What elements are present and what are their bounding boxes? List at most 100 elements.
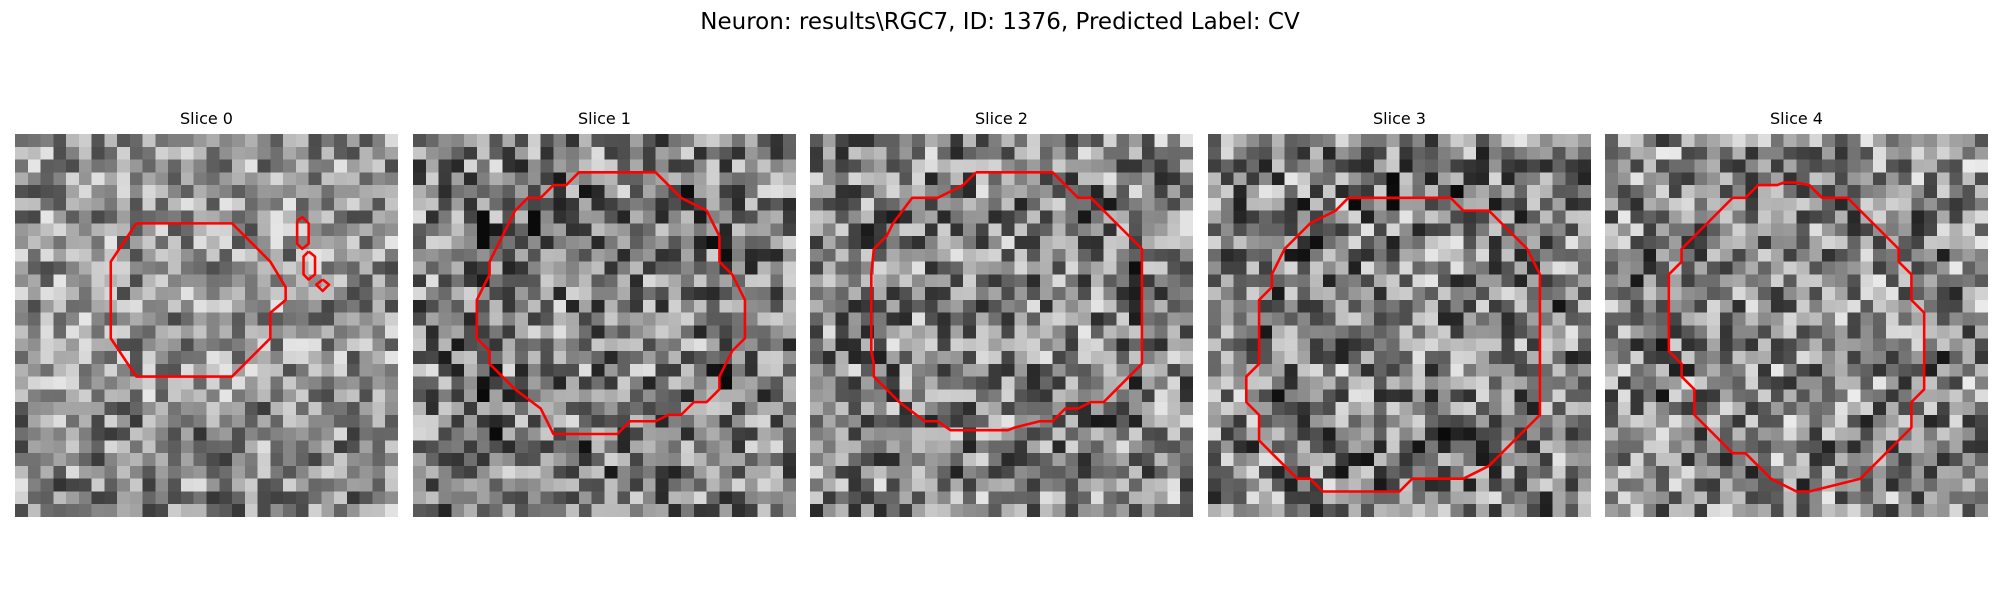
pixel bbox=[1373, 146, 1387, 160]
pixel bbox=[1233, 414, 1247, 428]
pixel bbox=[464, 351, 477, 364]
pixel bbox=[899, 299, 913, 313]
pixel bbox=[1450, 248, 1464, 262]
pixel bbox=[1605, 159, 1618, 173]
pixel bbox=[1732, 223, 1746, 237]
pixel bbox=[1335, 299, 1349, 313]
pixel bbox=[835, 427, 849, 441]
pixel bbox=[142, 134, 156, 147]
pixel bbox=[385, 197, 398, 211]
pixel bbox=[104, 351, 118, 364]
pixel bbox=[334, 146, 347, 160]
pixel bbox=[129, 465, 143, 479]
pixel bbox=[1643, 248, 1657, 262]
pixel bbox=[257, 351, 271, 364]
pixel bbox=[899, 389, 913, 403]
pixel bbox=[464, 274, 477, 288]
pixel bbox=[1565, 325, 1579, 339]
pixel bbox=[1065, 414, 1079, 428]
pixel bbox=[744, 172, 758, 186]
pixel bbox=[1936, 465, 1950, 479]
pixel bbox=[413, 363, 426, 377]
pixel bbox=[1501, 453, 1515, 466]
pixel bbox=[1027, 478, 1040, 492]
pixel bbox=[1180, 491, 1193, 505]
pixel bbox=[1745, 376, 1759, 390]
pixel bbox=[168, 236, 181, 249]
pixel bbox=[1770, 376, 1784, 390]
pixel bbox=[1399, 223, 1413, 237]
pixel bbox=[91, 223, 105, 237]
pixel bbox=[1873, 274, 1886, 288]
pixel bbox=[810, 210, 823, 224]
pixel bbox=[553, 287, 567, 300]
pixel bbox=[15, 478, 28, 492]
pixel bbox=[1208, 389, 1221, 403]
pixel bbox=[706, 465, 720, 479]
pixel bbox=[1284, 427, 1298, 441]
pixel bbox=[27, 453, 41, 466]
pixel bbox=[937, 453, 951, 466]
pixel bbox=[1565, 376, 1579, 390]
pixel bbox=[502, 427, 516, 441]
pixel bbox=[693, 210, 707, 224]
pixel bbox=[1822, 351, 1835, 364]
pixel bbox=[744, 491, 758, 505]
pixel bbox=[1039, 453, 1053, 466]
pixel bbox=[655, 414, 669, 428]
pixel bbox=[1233, 440, 1247, 454]
pixel bbox=[244, 210, 258, 224]
pixel bbox=[78, 427, 92, 441]
pixel bbox=[1501, 236, 1515, 249]
pixel bbox=[1399, 236, 1413, 249]
pixel bbox=[1259, 389, 1272, 403]
pixel bbox=[1796, 223, 1810, 237]
pixel bbox=[359, 414, 373, 428]
pixel bbox=[1975, 197, 1988, 211]
pixel bbox=[1259, 402, 1272, 415]
pixel bbox=[873, 299, 887, 313]
pixel bbox=[1412, 465, 1426, 479]
pixel bbox=[1885, 427, 1899, 441]
pixel bbox=[53, 465, 67, 479]
pixel bbox=[886, 248, 900, 262]
pixel bbox=[53, 261, 67, 275]
pixel bbox=[1885, 172, 1899, 186]
pixel bbox=[257, 478, 271, 492]
pixel bbox=[1425, 287, 1438, 300]
pixel bbox=[1745, 236, 1759, 249]
pixel bbox=[1412, 236, 1426, 249]
pixel bbox=[1322, 134, 1336, 147]
pixel bbox=[706, 440, 720, 454]
pixel bbox=[1501, 159, 1515, 173]
pixel bbox=[1617, 274, 1631, 288]
pixel bbox=[1770, 414, 1784, 428]
pixel bbox=[515, 312, 528, 326]
pixel bbox=[1180, 210, 1193, 224]
pixel bbox=[1694, 312, 1708, 326]
pixel bbox=[1116, 389, 1130, 403]
pixel bbox=[15, 504, 28, 517]
pixel bbox=[1834, 146, 1848, 160]
pixel bbox=[1246, 376, 1260, 390]
pixel bbox=[1065, 261, 1079, 275]
pixel bbox=[1154, 274, 1168, 288]
pixel bbox=[1488, 465, 1502, 479]
pixel bbox=[1065, 427, 1079, 441]
pixel bbox=[104, 389, 118, 403]
pixel bbox=[1361, 146, 1374, 160]
pixel bbox=[1539, 389, 1553, 403]
pixel bbox=[206, 312, 220, 326]
pixel bbox=[655, 402, 669, 415]
pixel bbox=[1450, 146, 1464, 160]
pixel bbox=[1565, 274, 1579, 288]
pixel bbox=[1924, 146, 1937, 160]
pixel bbox=[1975, 312, 1988, 326]
pixel bbox=[1052, 338, 1066, 352]
pixel bbox=[1745, 312, 1759, 326]
pixel bbox=[321, 351, 335, 364]
pixel bbox=[206, 236, 220, 249]
pixel bbox=[1116, 236, 1130, 249]
pixel bbox=[1617, 440, 1631, 454]
pixel bbox=[719, 210, 733, 224]
